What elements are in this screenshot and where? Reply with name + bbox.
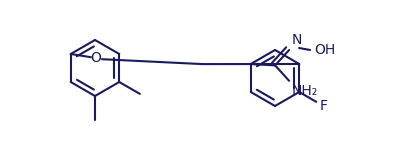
Text: OH: OH	[314, 43, 335, 57]
Text: NH₂: NH₂	[292, 84, 318, 98]
Text: N: N	[292, 33, 302, 47]
Text: F: F	[319, 99, 327, 113]
Text: O: O	[91, 51, 101, 65]
